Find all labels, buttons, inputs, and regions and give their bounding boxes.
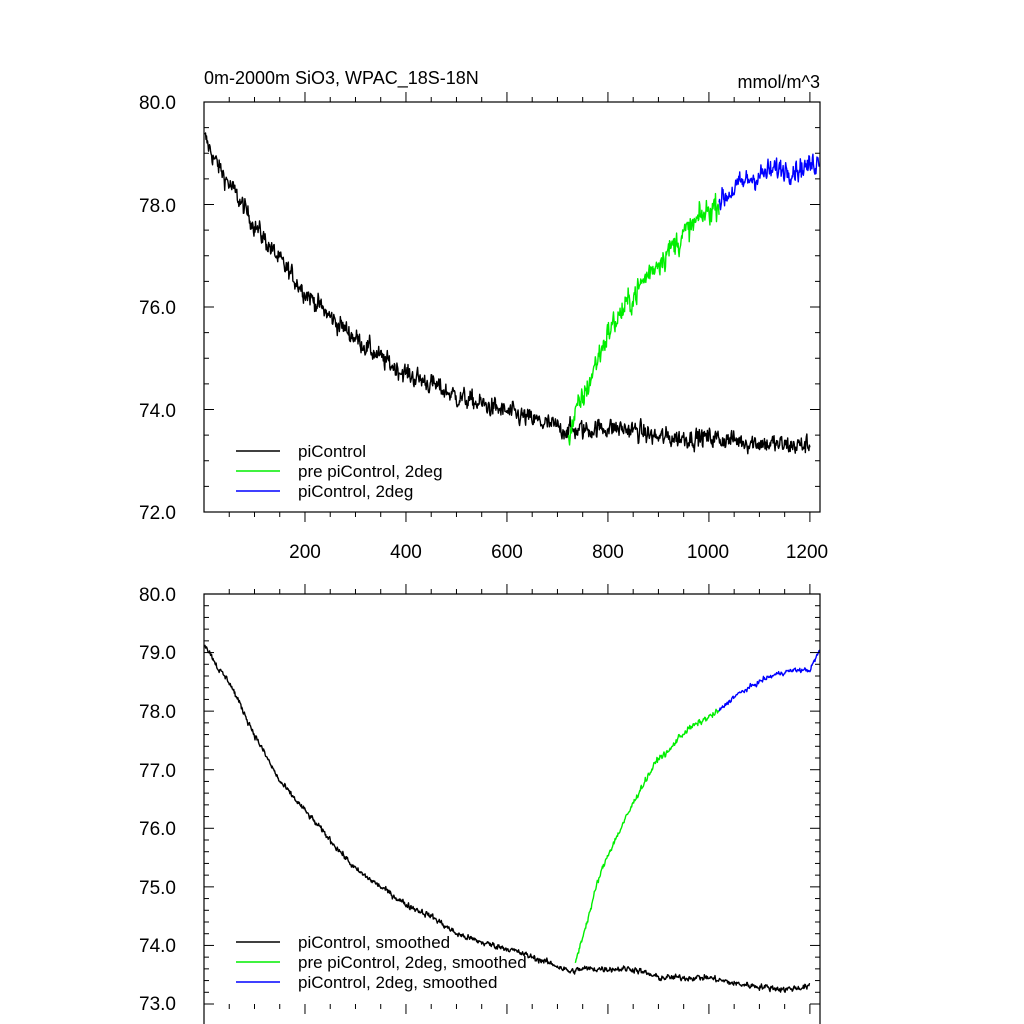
chart-units: mmol/m^3: [738, 72, 820, 92]
x-tick-label: 600: [491, 542, 523, 563]
axis-ticks: [204, 584, 820, 1014]
top-chart: 0m-2000m SiO3, WPAC_18S-18N mmol/m^3 80.…: [139, 68, 828, 563]
y-tick-label: 72.0: [139, 503, 176, 524]
x-tick-label: 1000: [687, 542, 729, 563]
y-tick-label: 75.0: [139, 878, 176, 899]
y-tick-label: 78.0: [139, 702, 176, 723]
y-tick-label: 74.0: [139, 936, 176, 957]
series-line: [574, 708, 720, 964]
series-line: [718, 649, 821, 712]
series-lines: [204, 132, 821, 455]
series-line: [204, 132, 811, 455]
y-tick-label: 76.0: [139, 298, 176, 319]
plot-frame: [203, 593, 821, 1024]
y-tick-label: 80.0: [139, 93, 176, 114]
y-tick-label: 80.0: [139, 585, 176, 606]
legend: piControl pre piControl, 2deg piControl,…: [236, 442, 443, 501]
x-tick-label: 400: [390, 542, 422, 563]
series-lines: [203, 644, 821, 993]
legend-label: pre piControl, 2deg: [298, 462, 443, 481]
x-tick-label: 800: [592, 542, 624, 563]
y-tick-label: 77.0: [139, 761, 176, 782]
y-tick-label: 73.0: [139, 994, 176, 1015]
y-tick-label: 76.0: [139, 819, 176, 840]
series-line: [718, 153, 821, 211]
x-tick-label: 1200: [786, 542, 828, 563]
axis-ticks: [204, 92, 820, 522]
series-line: [567, 192, 720, 446]
legend-label: piControl, 2deg: [298, 482, 413, 501]
legend: piControl, smoothed pre piControl, 2deg,…: [236, 933, 527, 992]
bottom-chart: 80.0 79.0 78.0 77.0 76.0 75.0 74.0 73.0 …: [139, 584, 821, 1024]
y-tick-label: 78.0: [139, 196, 176, 217]
y-tick-label: 74.0: [139, 401, 176, 422]
y-tick-labels: 80.0 78.0 76.0 74.0 72.0: [139, 93, 176, 524]
y-tick-labels: 80.0 79.0 78.0 77.0 76.0 75.0 74.0 73.0: [139, 585, 176, 1015]
y-tick-label: 79.0: [139, 643, 176, 664]
legend-label: piControl, 2deg, smoothed: [298, 973, 497, 992]
legend-label: piControl: [298, 442, 366, 461]
x-tick-labels: 200 400 600 800 1000 1200: [289, 542, 828, 563]
legend-label: piControl, smoothed: [298, 933, 450, 952]
series-line: [203, 644, 811, 993]
x-tick-label: 200: [289, 542, 321, 563]
plot-frame: [203, 101, 821, 513]
chart-title: 0m-2000m SiO3, WPAC_18S-18N: [204, 68, 479, 89]
legend-label: pre piControl, 2deg, smoothed: [298, 953, 527, 972]
